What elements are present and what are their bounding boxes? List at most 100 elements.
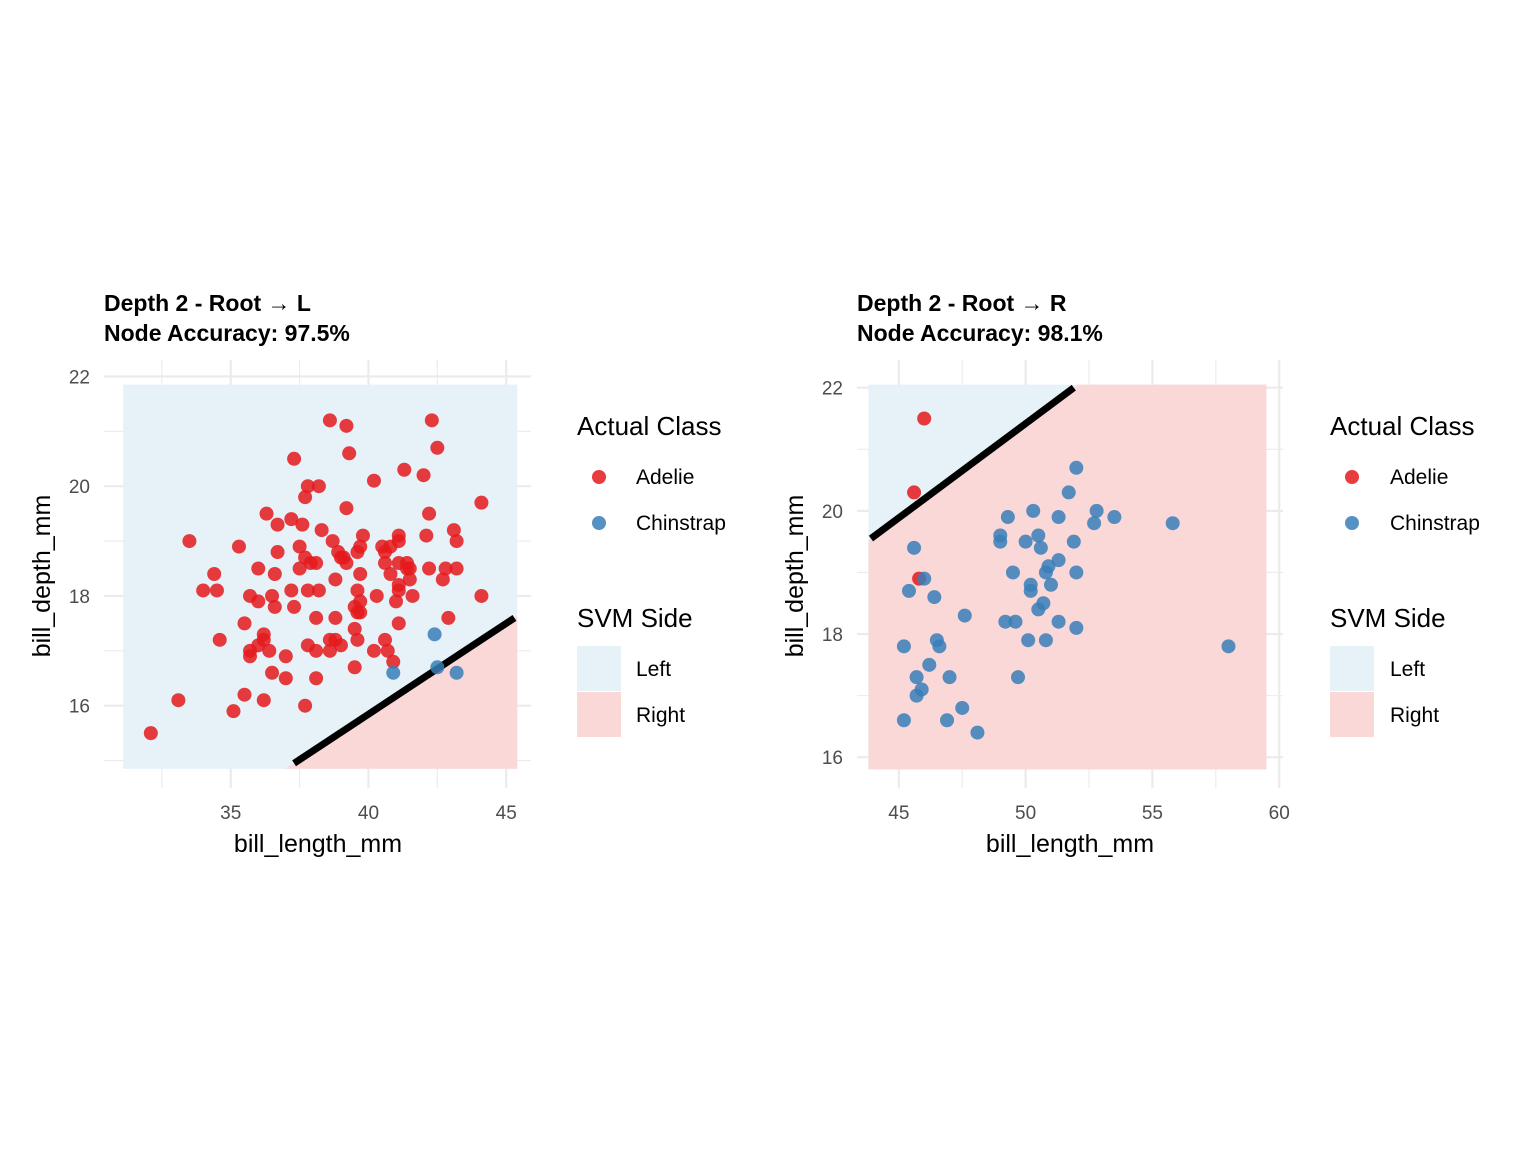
- point-adelie: [435, 572, 450, 587]
- legend-chinstrap-label: Chinstrap: [1390, 512, 1480, 535]
- point-adelie: [342, 446, 357, 461]
- point-adelie: [353, 567, 368, 581]
- point-adelie: [389, 594, 404, 609]
- point-adelie: [917, 411, 932, 426]
- point-adelie: [251, 594, 266, 609]
- point-adelie: [328, 610, 343, 625]
- point-adelie: [231, 539, 246, 554]
- point-adelie: [262, 643, 277, 658]
- point-adelie: [474, 588, 489, 603]
- point-adelie: [369, 588, 384, 603]
- point-chinstrap: [998, 614, 1013, 629]
- legend-class-title: Actual Class: [1330, 411, 1475, 441]
- point-adelie: [353, 539, 368, 554]
- panel-left-node: Depth 2 - Root → L Node Accuracy: 97.5% …: [28, 290, 726, 858]
- y-axis-label: bill_depth_mm: [781, 495, 809, 658]
- point-adelie: [449, 561, 464, 576]
- point-chinstrap: [1026, 503, 1041, 518]
- point-chinstrap: [430, 660, 445, 675]
- point-adelie: [243, 649, 258, 664]
- point-adelie: [309, 556, 324, 571]
- point-chinstrap: [1033, 540, 1048, 555]
- point-chinstrap: [1107, 510, 1122, 525]
- point-chinstrap: [1023, 583, 1038, 598]
- point-adelie: [424, 413, 439, 428]
- legend: Actual Class Adelie Chinstrap SVM Side L…: [1330, 411, 1480, 737]
- point-adelie: [256, 632, 271, 647]
- x-tick-label: 45: [888, 803, 909, 824]
- point-chinstrap: [901, 583, 916, 598]
- point-chinstrap: [1069, 460, 1084, 475]
- point-adelie: [207, 567, 222, 581]
- point-adelie: [237, 687, 252, 702]
- point-chinstrap: [1069, 565, 1084, 580]
- point-adelie: [322, 413, 337, 428]
- x-axis-label: bill_length_mm: [234, 830, 402, 858]
- point-chinstrap: [896, 713, 911, 728]
- point-adelie: [226, 704, 241, 719]
- point-adelie: [383, 567, 398, 581]
- legend-adelie-label: Adelie: [1390, 466, 1448, 489]
- point-adelie: [422, 561, 437, 576]
- point-chinstrap: [386, 665, 401, 680]
- point-chinstrap: [917, 571, 932, 586]
- point-adelie: [300, 479, 315, 494]
- point-adelie: [267, 567, 282, 581]
- point-chinstrap: [1041, 559, 1056, 574]
- point-adelie: [265, 588, 280, 603]
- point-chinstrap: [1165, 516, 1180, 531]
- point-adelie: [298, 490, 313, 505]
- point-chinstrap: [1018, 534, 1033, 549]
- point-chinstrap: [914, 682, 929, 697]
- point-adelie: [196, 583, 211, 598]
- data-points: [143, 413, 489, 741]
- decision-boundary-line: [292, 614, 517, 767]
- tick-labels: 45 50 55 60 16 18 20 22: [822, 379, 1290, 824]
- point-chinstrap: [1005, 565, 1020, 580]
- svm-boundary: [292, 614, 517, 767]
- point-adelie: [339, 418, 354, 433]
- point-chinstrap: [1061, 485, 1076, 500]
- point-chinstrap: [907, 540, 922, 555]
- point-adelie: [391, 583, 406, 598]
- point-chinstrap: [993, 528, 1008, 543]
- point-adelie: [347, 660, 362, 675]
- point-adelie: [347, 621, 362, 636]
- point-adelie: [292, 561, 307, 576]
- x-tick-label: 55: [1142, 803, 1163, 824]
- point-adelie: [209, 583, 224, 598]
- point-chinstrap: [955, 700, 970, 715]
- point-adelie: [259, 506, 274, 521]
- point-adelie: [311, 479, 326, 494]
- point-adelie: [438, 561, 453, 576]
- y-tick-label: 20: [822, 502, 843, 523]
- point-chinstrap: [1021, 633, 1036, 648]
- x-tick-label: 60: [1269, 803, 1290, 824]
- point-adelie: [377, 556, 392, 571]
- point-adelie: [292, 539, 307, 554]
- legend-adelie-marker: [1345, 470, 1359, 484]
- point-adelie: [402, 572, 417, 587]
- legend-adelie-label: Adelie: [636, 466, 694, 489]
- point-adelie: [309, 671, 324, 686]
- point-adelie: [350, 632, 365, 647]
- point-adelie: [309, 643, 324, 658]
- point-chinstrap: [427, 627, 442, 642]
- svm-regions: [123, 384, 518, 769]
- point-adelie: [391, 534, 406, 549]
- point-adelie: [212, 632, 227, 647]
- legend-chinstrap-label: Chinstrap: [636, 512, 726, 535]
- point-chinstrap: [1221, 639, 1236, 654]
- point-adelie: [355, 528, 370, 543]
- point-adelie: [284, 512, 299, 527]
- point-chinstrap: [957, 608, 972, 623]
- point-adelie: [449, 534, 464, 549]
- point-chinstrap: [970, 725, 985, 740]
- point-adelie: [287, 599, 302, 614]
- point-chinstrap: [1031, 528, 1046, 543]
- point-adelie: [366, 473, 381, 488]
- point-chinstrap: [942, 670, 957, 685]
- legend-class-title: Actual Class: [577, 411, 722, 441]
- point-adelie: [322, 643, 337, 658]
- point-adelie: [251, 561, 266, 576]
